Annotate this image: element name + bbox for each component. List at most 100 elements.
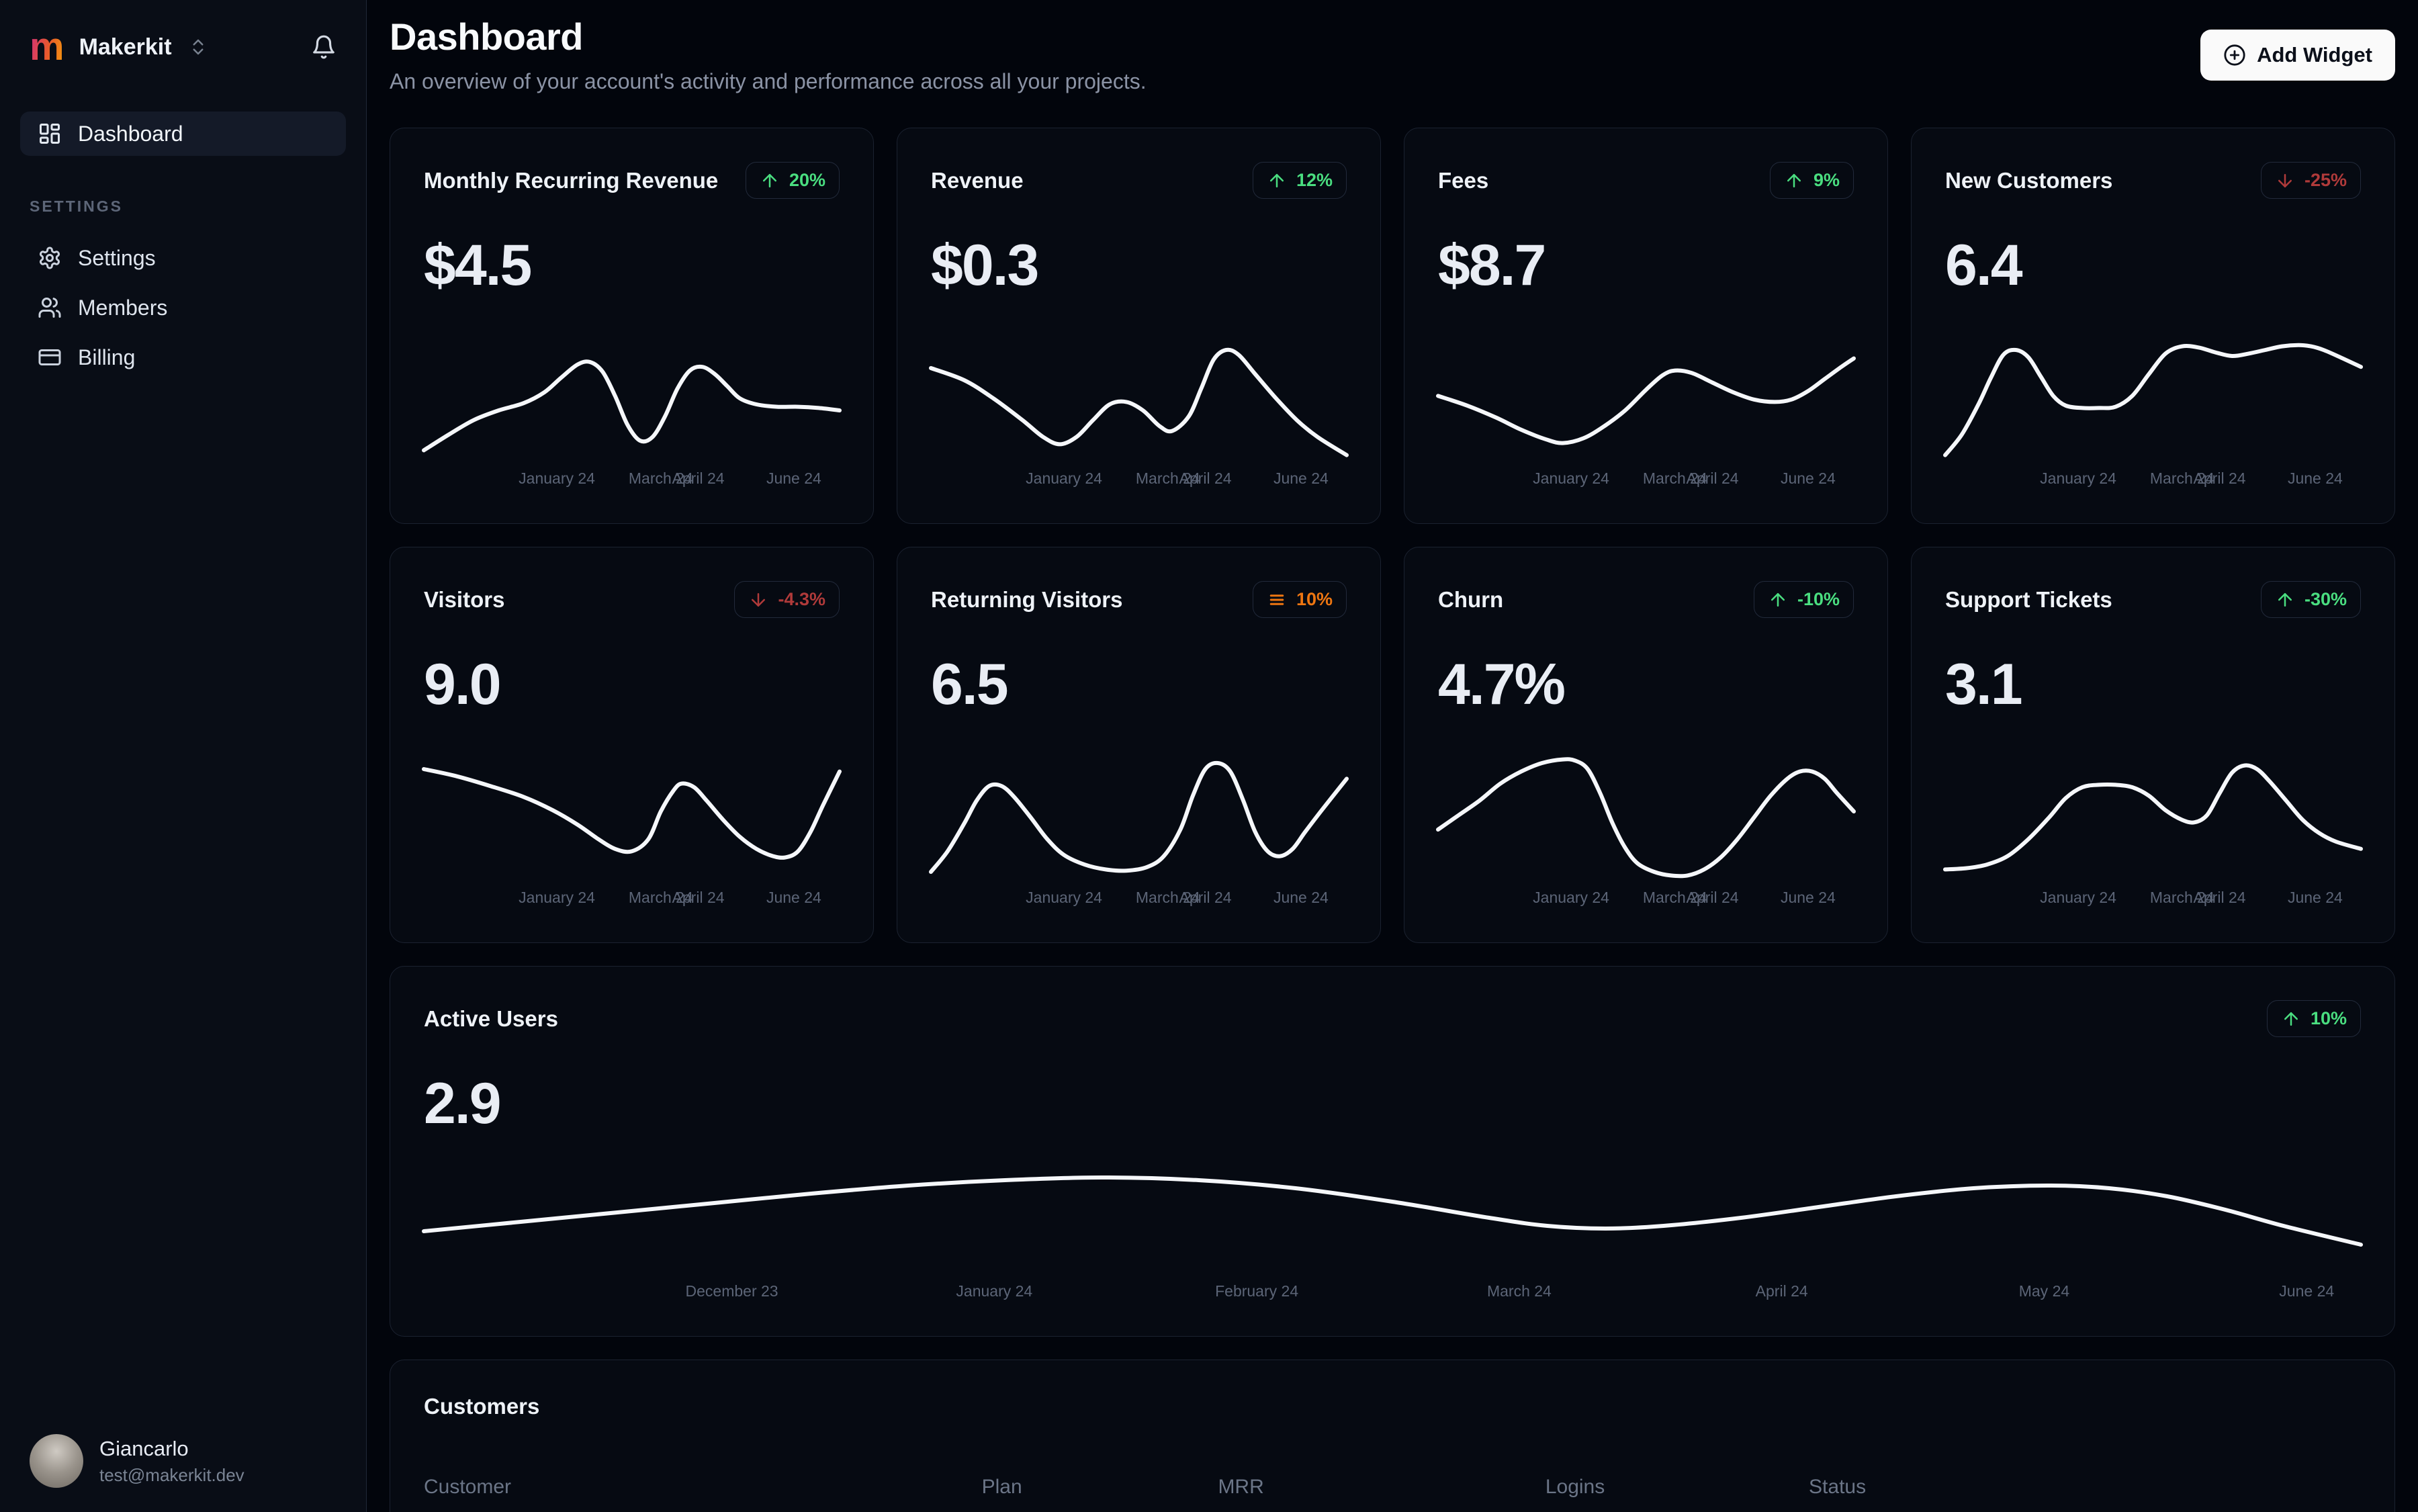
- x-axis-label: June 24: [1780, 889, 1836, 906]
- x-axis-label: March 24: [628, 889, 693, 906]
- sidebar-item-dashboard[interactable]: Dashboard: [20, 112, 346, 156]
- arrow-up-icon: [1267, 171, 1287, 191]
- trend-badge: 20%: [745, 162, 840, 199]
- trend-badge: -10%: [1753, 581, 1854, 618]
- x-axis-labels: January 24 March 24 April 24 June 24: [424, 470, 840, 490]
- customers-card: Customers Customer Plan MRR Logins Status: [390, 1360, 2395, 1512]
- trend-badge: -30%: [2260, 581, 2361, 618]
- x-axis-label: June 24: [1273, 889, 1329, 906]
- card-title: Monthly Recurring Revenue: [424, 167, 719, 193]
- stat-card: Monthly Recurring Revenue 20% $4.5 Janua…: [390, 128, 874, 524]
- plus-circle-icon: [2223, 44, 2246, 66]
- credit-card-icon: [38, 345, 62, 369]
- team-switcher[interactable]: m Makerkit: [20, 26, 346, 69]
- sparkline-chart: January 24 March 24 April 24 June 24: [931, 757, 1347, 909]
- x-axis-labels: January 24 March 24 April 24 June 24: [1945, 470, 2361, 490]
- arrow-down-icon: [2275, 171, 2295, 191]
- card-value: 4.7%: [1438, 652, 1566, 717]
- x-axis-label: April 24: [2193, 470, 2246, 487]
- x-axis-label: January 24: [519, 889, 595, 906]
- arrow-up-icon: [1768, 590, 1788, 610]
- card-value: $0.3: [931, 233, 1039, 298]
- card-value: 6.4: [1945, 233, 2023, 298]
- stat-card: Churn -10% 4.7% January 24 March 24 April …: [1404, 547, 1888, 943]
- x-axis-labels: January 24 March 24 April 24 June 24: [424, 889, 840, 909]
- sidebar-item-label: Settings: [78, 245, 156, 270]
- trend-change-value: -25%: [2304, 170, 2347, 190]
- x-axis-label: June 24: [2287, 889, 2343, 906]
- page-header-text: Dashboard An overview of your account's …: [390, 15, 1147, 94]
- user-info: Giancarlo test@makerkit.dev: [99, 1437, 244, 1486]
- user-name: Giancarlo: [99, 1436, 189, 1460]
- sidebar-item-members[interactable]: Members: [20, 283, 346, 332]
- customers-title: Customers: [424, 1394, 540, 1419]
- stat-card: Fees 9% $8.7 January 24 March 24 April 24 J…: [1404, 128, 1888, 524]
- x-axis-label: April 24: [1179, 889, 1232, 906]
- card-title: Visitors: [424, 586, 505, 612]
- x-axis-labels: January 24 March 24 April 24 June 24: [1438, 470, 1854, 490]
- sidebar-item-label: Members: [78, 295, 168, 320]
- x-axis-labels: January 24 March 24 April 24 June 24: [931, 889, 1347, 909]
- active-users-chart: December 23 January 24 February 24 March 24…: [424, 1137, 2361, 1302]
- notifications-bell-icon[interactable]: [311, 34, 337, 60]
- x-axis-label: January 24: [2040, 889, 2116, 906]
- column-header-logins: Logins: [1545, 1476, 1605, 1498]
- trend-badge: 10%: [2266, 1000, 2361, 1037]
- user-email: test@makerkit.dev: [99, 1464, 244, 1485]
- x-axis-label: March 24: [2149, 889, 2214, 906]
- users-icon: [38, 296, 62, 320]
- trend-change-value: 10%: [2310, 1008, 2347, 1028]
- card-value: $8.7: [1438, 233, 1546, 298]
- sparkline-chart: January 24 March 24 April 24 June 24: [1438, 338, 1854, 490]
- sidebar-item-label: Billing: [78, 345, 136, 369]
- x-axis-label: February 24: [1215, 1282, 1299, 1300]
- x-axis-label: June 24: [766, 889, 821, 906]
- trend-badge: -25%: [2260, 162, 2361, 199]
- column-header-plan: Plan: [981, 1476, 1022, 1498]
- x-axis-labels: January 24 March 24 April 24 June 24: [1945, 889, 2361, 909]
- x-axis-label: December 23: [685, 1282, 778, 1300]
- trend-change-value: 9%: [1813, 170, 1840, 190]
- x-axis-label: March 24: [1642, 470, 1707, 487]
- x-axis-label: April 24: [1686, 889, 1739, 906]
- x-axis-label: January 24: [1026, 470, 1102, 487]
- x-axis-label: March 24: [2149, 470, 2214, 487]
- settings-section-heading: Settings: [30, 197, 124, 215]
- gear-icon: [38, 246, 62, 270]
- page-header: Dashboard An overview of your account's …: [390, 15, 2395, 94]
- trend-badge: 9%: [1769, 162, 1854, 199]
- sparkline-chart: January 24 March 24 April 24 June 24: [931, 338, 1347, 490]
- x-axis-label: January 24: [2040, 470, 2116, 487]
- x-axis-label: January 24: [956, 1282, 1033, 1300]
- x-axis-label: March 24: [628, 470, 693, 487]
- dashboard-grid-icon: [38, 122, 62, 146]
- settings-nav: Settings Members Billing: [20, 233, 346, 382]
- x-axis-label: April 24: [1179, 470, 1232, 487]
- x-axis-labels: January 24 March 24 April 24 June 24: [1438, 889, 1854, 909]
- sidebar: m Makerkit Dashboard Settings Settings M…: [0, 0, 367, 1512]
- card-title: New Customers: [1945, 167, 2113, 193]
- equals-icon: [1267, 590, 1287, 610]
- sparkline-chart: January 24 March 24 April 24 June 24: [424, 338, 840, 490]
- x-axis-label: April 24: [1686, 470, 1739, 487]
- trend-badge: -4.3%: [734, 581, 840, 618]
- user-account-menu[interactable]: Giancarlo test@makerkit.dev: [20, 1434, 346, 1488]
- column-header-status: Status: [1809, 1476, 1867, 1498]
- sidebar-item-settings[interactable]: Settings: [20, 233, 346, 283]
- trend-change-value: 20%: [789, 170, 825, 190]
- makerkit-logo-icon: m: [30, 25, 64, 69]
- x-axis-label: April 24: [1755, 1282, 1808, 1300]
- card-value: 9.0: [424, 652, 502, 717]
- trend-badge: 12%: [1252, 162, 1347, 199]
- card-title: Returning Visitors: [931, 586, 1123, 612]
- stat-card: New Customers -25% 6.4 January 24 March 2…: [1911, 128, 2395, 524]
- column-header-mrr: MRR: [1218, 1476, 1264, 1498]
- brand-name: Makerkit: [79, 34, 172, 60]
- card-value: 2.9: [424, 1071, 502, 1136]
- sidebar-item-billing[interactable]: Billing: [20, 332, 346, 382]
- x-axis-label: June 24: [1273, 470, 1329, 487]
- stat-card: Revenue 12% $0.3 January 24 March 24 April…: [897, 128, 1381, 524]
- add-widget-button[interactable]: Add Widget: [2200, 30, 2395, 81]
- card-title: Churn: [1438, 586, 1504, 612]
- page-title: Dashboard: [390, 15, 583, 58]
